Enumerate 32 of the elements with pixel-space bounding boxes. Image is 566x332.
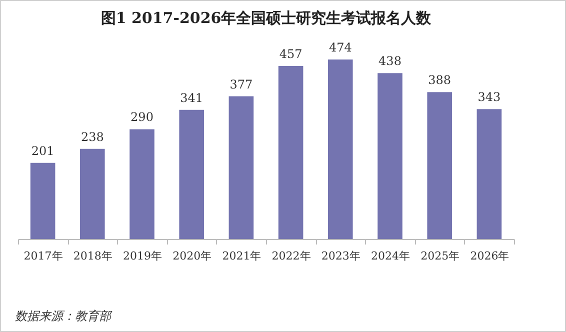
data-label: 343 xyxy=(478,90,501,104)
data-label: 438 xyxy=(378,54,402,68)
bar xyxy=(328,60,353,239)
source-note: 数据来源：教育部 xyxy=(15,308,111,325)
data-label: 290 xyxy=(130,110,154,124)
bar xyxy=(179,110,204,239)
bar xyxy=(130,129,154,239)
data-label: 457 xyxy=(279,46,302,61)
data-label: 377 xyxy=(230,77,253,92)
bar xyxy=(378,73,402,239)
bar xyxy=(80,148,105,239)
data-label: 388 xyxy=(428,73,452,88)
x-tick-label: 2017年 xyxy=(24,250,63,262)
x-tick-label: 2020年 xyxy=(172,250,212,262)
data-label: 238 xyxy=(80,130,104,144)
bar xyxy=(228,96,254,239)
bar xyxy=(476,109,502,239)
x-tick-label: 2026年 xyxy=(470,250,510,262)
data-label: 474 xyxy=(328,40,352,55)
data-label: 201 xyxy=(31,144,54,158)
x-tick-label: 2019年 xyxy=(123,250,162,262)
x-tick-label: 2024年 xyxy=(371,250,410,262)
bar xyxy=(278,66,304,239)
x-tick-label: 2023年 xyxy=(321,250,360,262)
bar xyxy=(30,162,56,239)
x-tick-label: 2018年 xyxy=(73,250,112,262)
x-tick-label: 2021年 xyxy=(222,250,262,262)
x-tick-label: 2025年 xyxy=(420,250,460,262)
data-label: 341 xyxy=(180,90,204,105)
bar xyxy=(427,92,452,239)
x-tick-label: 2022年 xyxy=(272,250,311,262)
chart-title: 图1 2017-2026年全国硕士研究生考试报名人数 xyxy=(100,9,432,27)
